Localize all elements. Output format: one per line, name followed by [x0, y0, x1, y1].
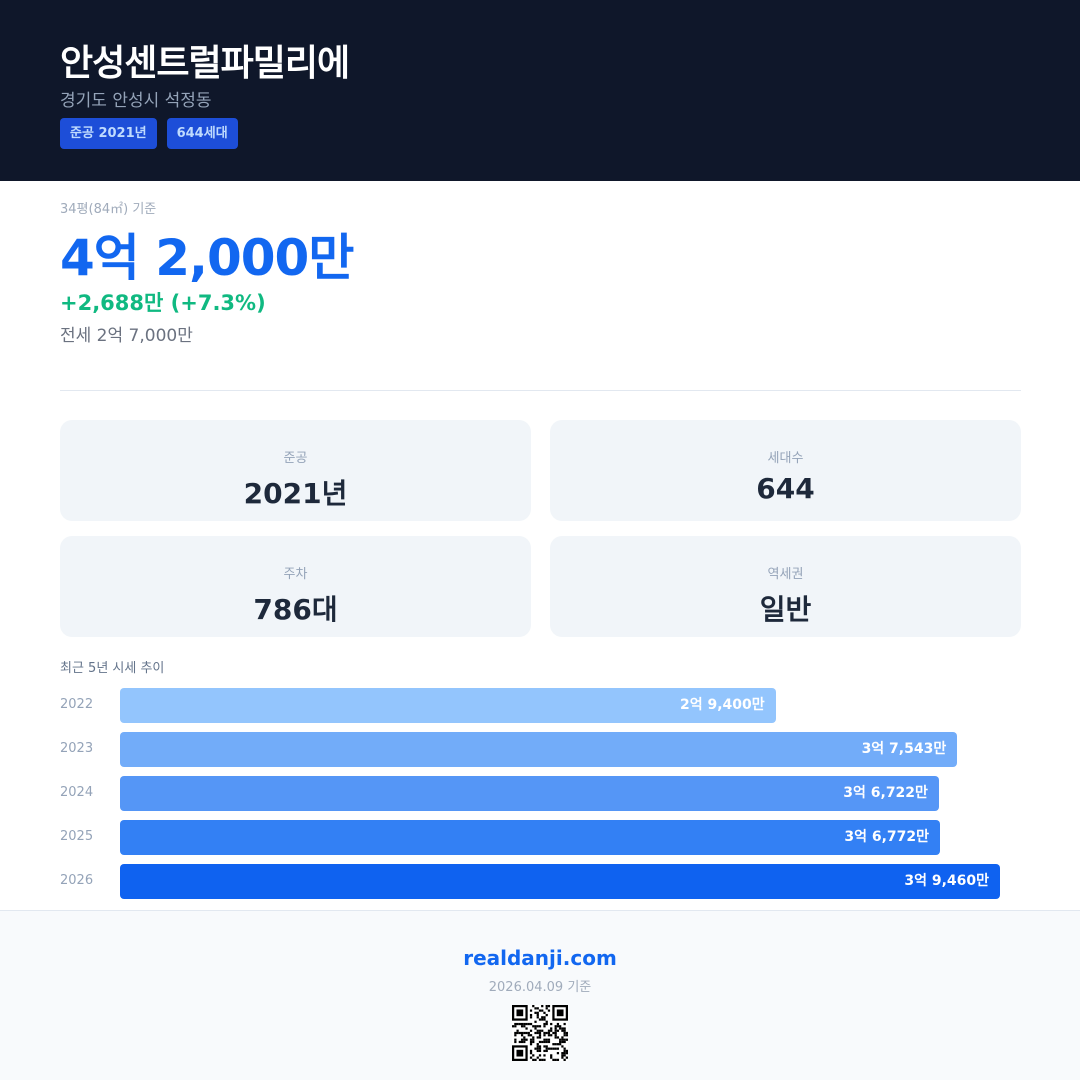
- year-label: 2022: [60, 697, 94, 712]
- qr-code-icon: [512, 1005, 568, 1061]
- year-label: 2024: [60, 785, 94, 800]
- stat-value: 786대: [253, 593, 338, 626]
- stat-label: 세대수: [767, 451, 804, 466]
- stat-label: 준공: [283, 451, 308, 466]
- complex-title: 안성센트럴파밀리에: [60, 43, 350, 84]
- stat-label: 주차: [283, 567, 308, 582]
- bar-2026: 3억 9,460만: [120, 864, 1000, 899]
- jeonse-price: 전세 2억 7,000만: [60, 326, 193, 346]
- stat-value: 일반: [759, 593, 812, 626]
- stat-label: 역세권: [767, 567, 804, 582]
- chart-row: 2025 3억 6,772만: [60, 820, 1020, 855]
- divider: [60, 390, 1021, 391]
- stat-card-completion: 준공 2021년: [60, 420, 531, 521]
- bar-2025: 3억 6,772만: [120, 820, 941, 855]
- stat-card-parking: 주차 786대: [60, 536, 531, 637]
- price-basis: 34평(84㎡) 기준: [60, 202, 157, 217]
- header: 안성센트럴파밀리에 경기도 안성시 석정동 준공 2021년 644세대: [0, 0, 1080, 181]
- chart-row: 2022 2억 9,400만: [60, 688, 1020, 723]
- site-link[interactable]: realdanji.com: [463, 946, 617, 970]
- stat-value: 2021년: [243, 477, 348, 510]
- chart-row: 2023 3억 7,543만: [60, 732, 1020, 767]
- stat-card-households: 세대수 644: [550, 420, 1021, 521]
- year-label: 2026: [60, 873, 94, 888]
- footer: realdanji.com 2026.04.09 기준: [0, 910, 1080, 1080]
- bar-2024: 3억 6,722만: [120, 776, 939, 811]
- chart-row: 2024 3억 6,722만: [60, 776, 1020, 811]
- year-label: 2025: [60, 829, 94, 844]
- bar-2022: 2억 9,400만: [120, 688, 776, 723]
- sale-price: 4억 2,000만: [60, 229, 354, 287]
- year-label: 2023: [60, 741, 94, 756]
- tag-households: 644세대: [166, 118, 238, 149]
- tag-completion: 준공 2021년: [60, 118, 157, 149]
- reference-date: 2026.04.09 기준: [488, 980, 592, 995]
- chart-title: 최근 5년 시세 추이: [60, 661, 165, 676]
- stat-value: 644: [756, 472, 815, 505]
- chart-row: 2026 3억 9,460만: [60, 864, 1020, 899]
- bar-2023: 3억 7,543만: [120, 732, 958, 767]
- price-change: +2,688만 (+7.3%): [60, 291, 266, 315]
- address: 경기도 안성시 석정동: [60, 91, 212, 111]
